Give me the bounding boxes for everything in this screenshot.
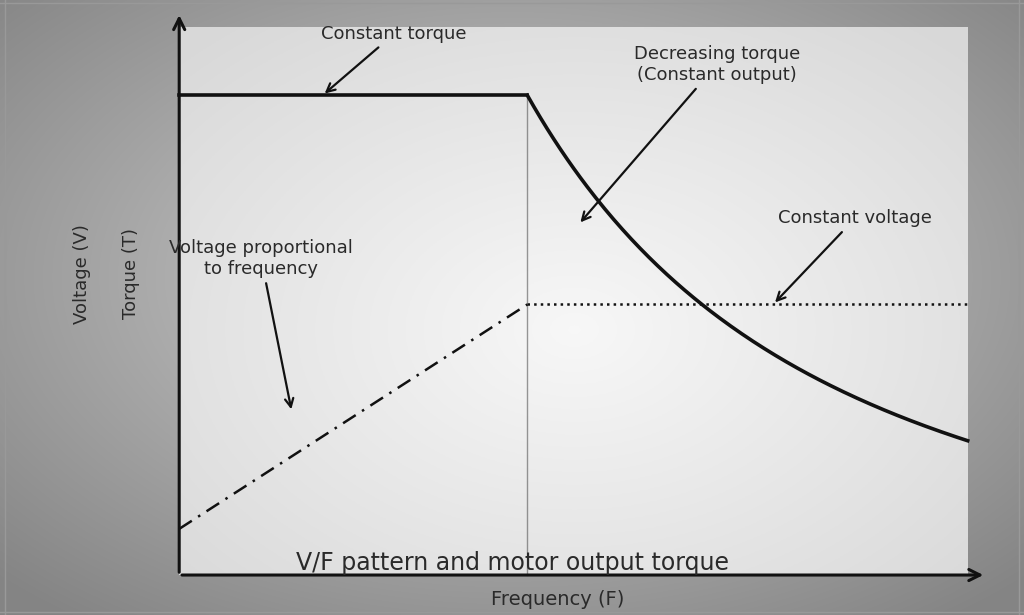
Text: Voltage proportional
to frequency: Voltage proportional to frequency [169, 239, 353, 407]
Text: Constant torque: Constant torque [322, 25, 467, 92]
Text: Constant voltage: Constant voltage [777, 209, 932, 301]
Text: Frequency (F): Frequency (F) [492, 590, 625, 609]
Text: Torque (T): Torque (T) [122, 228, 140, 319]
Text: Voltage (V): Voltage (V) [73, 224, 91, 323]
Text: Decreasing torque
(Constant output): Decreasing torque (Constant output) [582, 45, 800, 221]
Text: V/F pattern and motor output torque: V/F pattern and motor output torque [296, 550, 728, 575]
